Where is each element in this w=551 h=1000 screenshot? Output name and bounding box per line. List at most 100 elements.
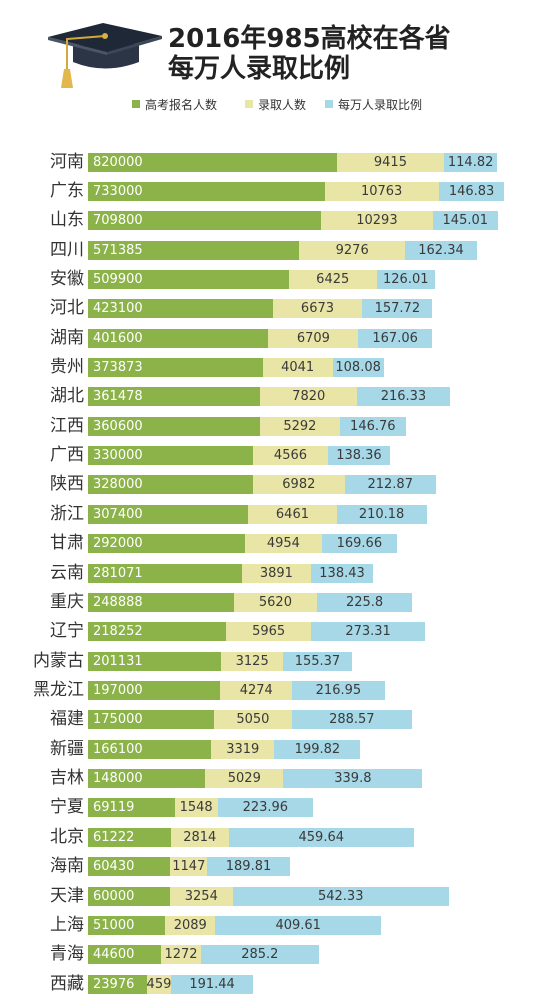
category-label: 江西 — [50, 415, 84, 436]
bar-ratio: 138.43 — [310, 563, 374, 583]
bar-ratio: 146.76 — [339, 416, 406, 436]
bar-admitted: 3319 — [211, 739, 275, 759]
value-label-admitted: 3254 — [184, 888, 218, 904]
bar-applicants: 373873 — [88, 358, 263, 378]
bar-admitted: 1548 — [174, 798, 218, 818]
bar-applicants: 60430 — [88, 857, 171, 877]
value-label-admitted: 9415 — [373, 154, 407, 170]
value-label-ratio: 138.43 — [319, 565, 365, 581]
value-label-admitted: 2814 — [183, 829, 217, 845]
value-label-ratio: 167.06 — [372, 330, 418, 346]
value-label-admitted: 4566 — [273, 448, 308, 464]
bar-ratio: 542.33 — [232, 886, 449, 906]
chart-row: 广东 733000 10763 146.83 — [0, 180, 551, 201]
value-label-applicants: 51000 — [93, 917, 135, 933]
bar-ratio: 169.66 — [322, 534, 397, 554]
category-label: 天津 — [50, 885, 84, 906]
bar-applicants: 44600 — [88, 945, 162, 965]
value-label-admitted: 10763 — [360, 183, 403, 199]
category-label: 浙江 — [50, 503, 84, 524]
bar-ratio: 145.01 — [432, 211, 498, 231]
bar-applicants: 248888 — [88, 592, 235, 612]
bar-admitted: 4274 — [220, 680, 293, 700]
bar-ratio: 288.57 — [291, 710, 412, 730]
bar-applicants: 328000 — [88, 475, 253, 495]
bar-admitted: 7820 — [260, 387, 358, 407]
legend-swatch-applicants — [132, 100, 140, 108]
value-label-ratio: 212.87 — [367, 477, 413, 493]
bar-admitted: 6461 — [248, 504, 337, 524]
bar-applicants: 571385 — [88, 240, 300, 260]
value-label-applicants: 307400 — [93, 506, 143, 522]
value-label-applicants: 401600 — [93, 330, 143, 346]
value-label-ratio: 216.33 — [380, 389, 427, 405]
value-label-ratio: 108.08 — [335, 360, 381, 376]
value-label-admitted: 2089 — [173, 917, 207, 933]
bar-admitted: 5292 — [259, 416, 340, 436]
category-label: 广东 — [50, 180, 84, 201]
chart-title: 2016年985高校在各省 每万人录取比例 — [168, 24, 451, 84]
category-label: 湖南 — [50, 327, 84, 348]
category-label: 河北 — [50, 298, 84, 319]
value-label-ratio: 273.31 — [345, 624, 391, 640]
category-label: 重庆 — [50, 591, 84, 612]
bar-ratio: 191.44 — [170, 974, 254, 994]
bar-ratio: 285.2 — [200, 945, 320, 965]
bar-admitted: 3125 — [221, 651, 283, 671]
value-label-ratio: 146.83 — [448, 183, 495, 199]
bar-applicants: 218252 — [88, 622, 227, 642]
bar-ratio: 339.8 — [283, 769, 423, 789]
value-label-admitted: 10293 — [356, 213, 398, 229]
value-label-admitted: 4954 — [266, 536, 300, 552]
bar-applicants: 69119 — [88, 798, 175, 818]
value-label-applicants: 201131 — [93, 653, 143, 669]
chart-row: 内蒙古 201131 3125 155.37 — [0, 651, 551, 671]
value-label-admitted: 5050 — [236, 712, 270, 728]
chart-row: 贵州 373873 4041 108.08 — [0, 358, 551, 378]
value-label-admitted: 1147 — [172, 859, 206, 875]
bar-admitted: 4041 — [262, 358, 333, 378]
chart-row: 天津 60000 3254 542.33 — [0, 885, 551, 906]
bar-ratio: 459.64 — [228, 827, 414, 847]
value-label-ratio: 339.8 — [334, 771, 372, 787]
chart-row: 黑龙江 197000 4274 216.95 — [0, 680, 551, 700]
bar-applicants: 281071 — [88, 563, 243, 583]
value-label-admitted: 5292 — [283, 418, 317, 434]
category-label: 西藏 — [50, 973, 84, 994]
bar-admitted: 6673 — [272, 299, 363, 319]
chart-row: 浙江 307400 6461 210.18 — [0, 503, 551, 524]
bar-applicants: 709800 — [88, 211, 322, 231]
category-label: 宁夏 — [50, 797, 84, 818]
chart-row: 北京 61222 2814 459.64 — [0, 827, 551, 847]
bar-admitted: 6982 — [252, 475, 345, 495]
bar-admitted: 1272 — [161, 945, 201, 965]
chart-row: 江西 360600 5292 146.76 — [0, 415, 551, 436]
bar-applicants: 361478 — [88, 387, 261, 407]
bar-admitted: 9276 — [299, 240, 406, 260]
bar-applicants: 292000 — [88, 534, 245, 554]
bar-ratio: 108.08 — [332, 358, 384, 378]
bar-ratio: 212.87 — [344, 475, 436, 495]
bar-applicants: 401600 — [88, 328, 269, 348]
value-label-admitted: 4274 — [239, 682, 273, 698]
chart-row: 安徽 509900 6425 126.01 — [0, 269, 551, 289]
legend-item-admitted: 录取人数 — [245, 96, 306, 112]
value-label-ratio: 138.36 — [336, 448, 382, 464]
bar-ratio: 210.18 — [336, 504, 427, 524]
bar-ratio: 157.72 — [362, 299, 433, 319]
bar-admitted: 2814 — [170, 827, 229, 847]
value-label-applicants: 328000 — [93, 477, 143, 493]
value-label-applicants: 60000 — [93, 888, 135, 904]
value-label-ratio: 146.76 — [350, 418, 396, 434]
bar-admitted: 5620 — [234, 592, 317, 612]
bar-applicants: 61222 — [88, 827, 171, 847]
bar-admitted: 10763 — [324, 181, 439, 201]
value-label-ratio: 145.01 — [442, 213, 489, 229]
chart-row: 辽宁 218252 5965 273.31 — [0, 622, 551, 642]
chart-row: 青海 44600 1272 285.2 — [0, 945, 551, 965]
legend-item-ratio: 每万人录取比例 — [325, 96, 422, 112]
chart-row: 湖南 401600 6709 167.06 — [0, 327, 551, 348]
value-label-ratio: 162.34 — [418, 242, 464, 258]
value-label-applicants: 69119 — [93, 800, 135, 816]
value-label-admitted: 6982 — [282, 477, 316, 493]
